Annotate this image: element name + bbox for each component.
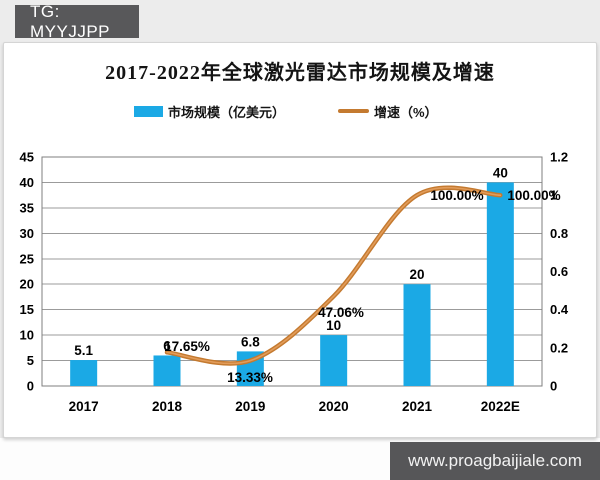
chart-card: 2017-2022年全球激光雷达市场规模及增速 市场规模（亿美元） 增速（%） [3, 42, 597, 438]
legend-item-market-size: 市场规模（亿美元） [134, 101, 285, 121]
bar-series-swatch-icon [134, 105, 163, 117]
watermark-badge: www.proagbaijiale.com [390, 442, 600, 480]
tg-badge: TG: MYYJJPP [15, 2, 139, 41]
legend-label-market-size: 市场规模（亿美元） [168, 104, 286, 120]
watermark-text: www.proagbaijiale.com [408, 451, 582, 470]
line-series-swatch-icon [338, 109, 369, 113]
legend-item-growth-rate: 增速（%） [338, 101, 438, 121]
tg-badge-text: TG: MYYJJPP [30, 1, 111, 41]
chart-legend: 市场规模（亿美元） 增速（%） [4, 101, 596, 121]
legend-label-growth-rate: 增速（%） [374, 104, 438, 120]
chart-title: 2017-2022年全球激光雷达市场规模及增速 [105, 62, 495, 84]
